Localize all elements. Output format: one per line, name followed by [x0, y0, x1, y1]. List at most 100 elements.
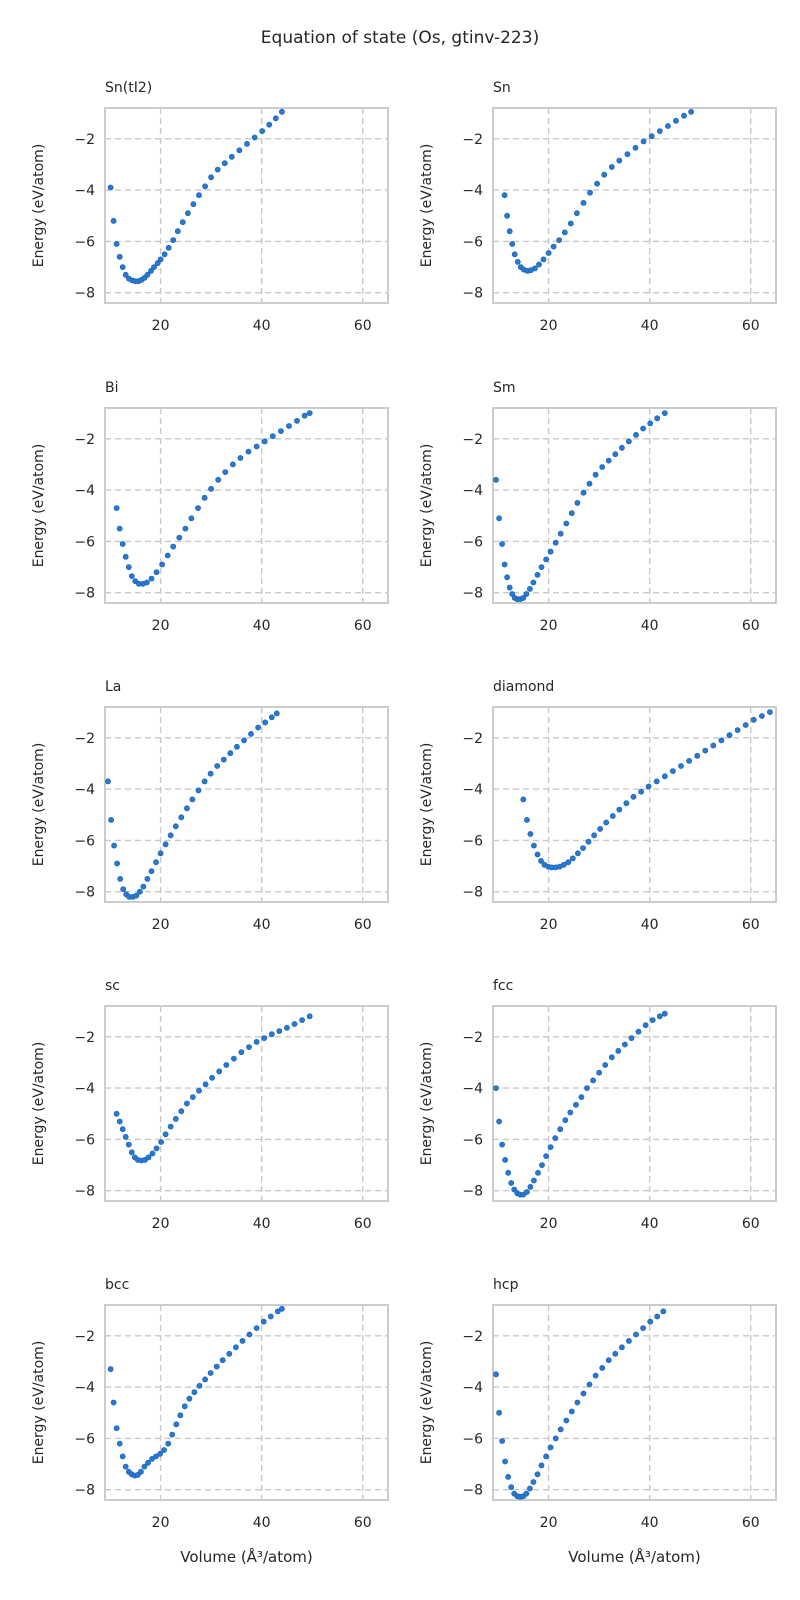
data-point	[208, 485, 214, 492]
y-tick-label: −6	[74, 1132, 95, 1148]
data-point	[575, 850, 581, 857]
data-point	[122, 1463, 129, 1470]
data-point	[167, 1123, 174, 1130]
y-tick-label: −4	[462, 1081, 483, 1097]
x-tick-label: 40	[253, 1515, 271, 1531]
data-point	[144, 876, 151, 882]
data-point	[157, 1450, 163, 1457]
data-point	[656, 1013, 663, 1020]
data-point	[493, 476, 499, 483]
data-point	[501, 192, 508, 199]
data-point	[107, 1366, 114, 1372]
data-point	[536, 261, 542, 268]
data-point	[253, 1039, 260, 1045]
plot-frame	[104, 1304, 389, 1501]
data-point	[502, 1157, 508, 1163]
data-point	[524, 817, 530, 823]
data-point	[170, 543, 177, 550]
data-point	[734, 727, 741, 733]
data-point	[215, 476, 222, 483]
y-axis-label: Energy (eV/atom)	[419, 743, 435, 867]
y-tick-label: −2	[462, 1329, 483, 1345]
data-point	[177, 1412, 184, 1419]
data-point	[306, 410, 313, 416]
data-point	[543, 556, 549, 563]
y-tick-label: −2	[462, 1030, 483, 1046]
data-point	[599, 1365, 606, 1371]
data-point	[527, 1485, 533, 1492]
data-point	[283, 1024, 290, 1031]
data-point	[172, 1116, 179, 1122]
plot-frame	[104, 1005, 389, 1202]
data-point	[605, 457, 612, 464]
data-point	[201, 778, 208, 785]
data-point	[113, 1425, 120, 1432]
x-tick-label: 40	[641, 1216, 659, 1232]
data-point	[208, 174, 214, 181]
data-point	[110, 217, 117, 224]
x-tick-label: 40	[253, 618, 271, 634]
y-tick-label: −2	[74, 731, 95, 747]
data-point	[586, 480, 593, 487]
data-point	[167, 832, 174, 839]
data-point	[573, 1101, 579, 1108]
data-point	[645, 783, 652, 790]
data-point	[301, 412, 308, 419]
data-point	[565, 859, 572, 866]
plot-frame	[104, 107, 389, 304]
y-tick-label: −2	[74, 432, 95, 448]
subplot-title: sc	[105, 978, 120, 994]
data-point	[590, 1077, 596, 1084]
data-point	[654, 415, 661, 422]
data-point	[642, 1022, 649, 1029]
data-point	[272, 115, 279, 122]
data-point	[268, 714, 275, 721]
data-point	[767, 709, 773, 715]
y-tick-label: −8	[462, 1483, 483, 1499]
subplot-title: diamond	[493, 679, 554, 695]
y-tick-label: −2	[74, 1329, 95, 1345]
x-tick-label: 20	[540, 917, 558, 933]
data-point	[710, 742, 717, 749]
data-point	[493, 1085, 499, 1091]
y-axis-label: Energy (eV/atom)	[419, 1341, 435, 1465]
data-point	[499, 1438, 505, 1444]
subplot-title: Sn	[493, 80, 511, 96]
data-point	[530, 1479, 537, 1485]
x-tick-label: 60	[354, 318, 372, 334]
data-point	[628, 1035, 635, 1041]
data-point	[202, 183, 208, 190]
subplot-bi: Bi 20 40 60 −8 −6 −4 −2 Energy (eV/atom)	[31, 380, 389, 634]
x-axis-label: Volume (Å³/atom)	[180, 1547, 312, 1566]
data-point	[172, 823, 179, 830]
data-point	[149, 1150, 156, 1157]
plot-frame	[492, 1304, 777, 1501]
data-point	[261, 438, 268, 445]
data-point	[191, 1389, 198, 1396]
data-point	[294, 417, 300, 424]
data-point	[159, 561, 165, 568]
data-point	[567, 220, 574, 227]
data-point	[128, 573, 135, 579]
data-point	[219, 1357, 226, 1364]
data-point	[574, 210, 580, 217]
data-point	[116, 253, 123, 260]
data-point	[195, 505, 201, 511]
data-point	[493, 1371, 499, 1378]
x-tick-label: 60	[354, 1216, 372, 1232]
data-point	[531, 1177, 537, 1184]
data-point	[586, 1381, 593, 1388]
data-point	[543, 1453, 549, 1460]
data-point	[274, 1308, 281, 1315]
data-point	[540, 256, 547, 263]
x-tick-label: 60	[742, 618, 760, 634]
data-point	[612, 1350, 619, 1357]
data-point	[186, 1395, 193, 1402]
data-point	[137, 1468, 144, 1475]
y-tick-label: −6	[462, 1132, 483, 1148]
data-point	[508, 1180, 515, 1186]
subplot-la: La 20 40 60 −8 −6 −4 −2 Energy (eV/atom)	[31, 679, 389, 933]
data-point	[580, 1390, 587, 1397]
data-point	[228, 153, 235, 160]
